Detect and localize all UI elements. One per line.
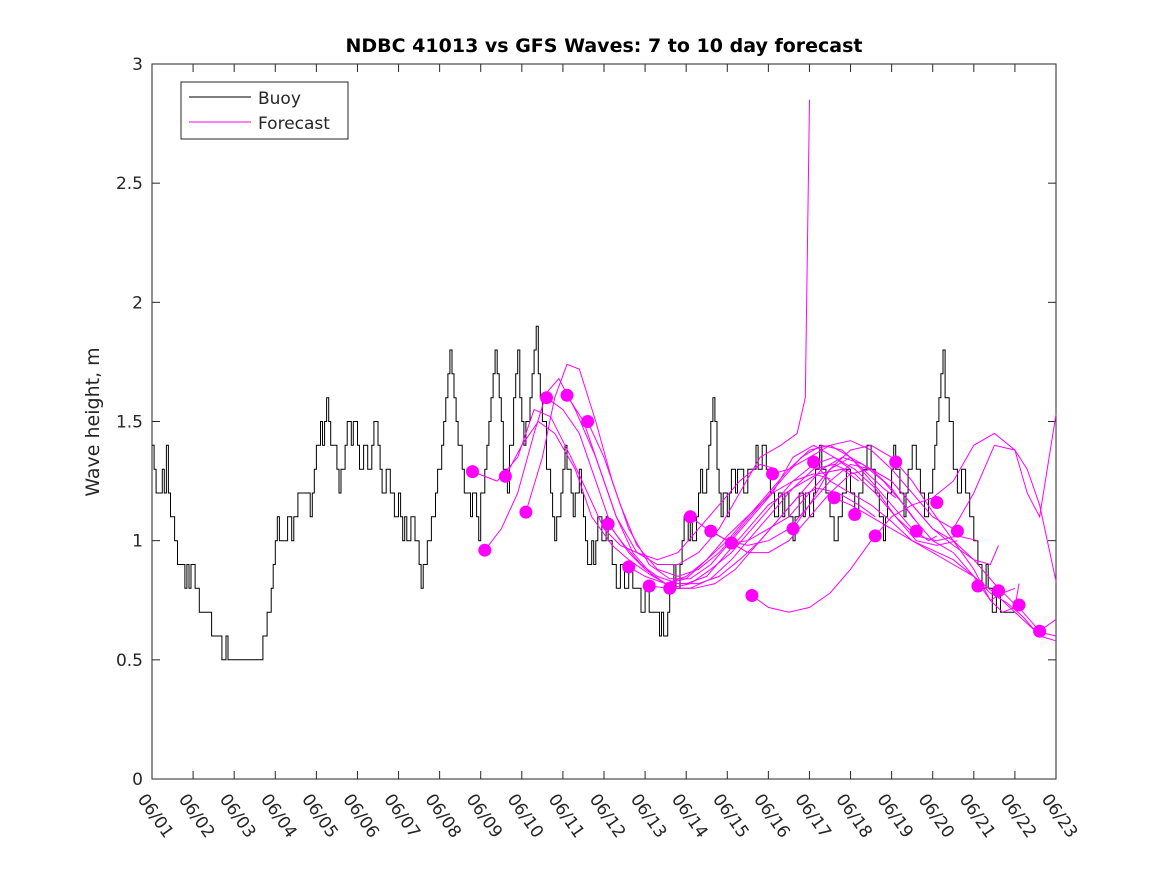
forecast-marker <box>766 467 779 481</box>
forecast-track-line <box>525 363 851 580</box>
forecast-marker <box>498 469 512 483</box>
legend-forecast-label: Forecast <box>258 114 330 134</box>
y-tick-label: 0 <box>132 770 143 790</box>
forecast-marker <box>724 536 738 550</box>
forecast-track-line <box>813 461 1057 642</box>
forecast-marker <box>827 491 841 505</box>
forecast-track-line <box>669 463 979 589</box>
forecast-marker <box>745 589 759 602</box>
forecast-marker <box>807 455 821 469</box>
y-axis-label: Wave height, m <box>82 347 104 496</box>
forecast-marker <box>540 391 553 405</box>
forecast-marker <box>909 524 923 538</box>
forecast-track-line <box>833 497 1057 637</box>
forecast-marker <box>560 388 574 402</box>
forecast-marker <box>704 524 718 538</box>
forecast-track-line <box>772 440 1057 582</box>
forecast-marker <box>868 529 882 543</box>
forecast-track-line <box>472 408 777 561</box>
legend-box <box>180 81 349 140</box>
forecast-marker <box>1012 598 1026 612</box>
forecast-marker <box>519 505 533 519</box>
forecast-marker <box>478 543 492 557</box>
forecast-marker <box>466 465 479 479</box>
forecast-marker <box>848 508 862 521</box>
forecast-track-line <box>484 99 810 565</box>
forecast-marker <box>992 584 1005 598</box>
forecast-marker <box>581 415 595 428</box>
forecast-marker <box>601 517 615 531</box>
forecast-marker <box>971 579 985 593</box>
y-tick-label: 0.5 <box>116 651 143 671</box>
legend: Buoy Forecast <box>180 81 349 140</box>
y-tick-label: 3 <box>132 55 143 75</box>
forecast-marker <box>622 560 636 574</box>
forecast-marker <box>930 496 944 509</box>
chart-title: NDBC 41013 vs GFS Waves: 7 to 10 day for… <box>345 35 862 57</box>
forecast-marker <box>642 579 656 593</box>
y-tick-label: 2 <box>132 293 143 313</box>
forecast-marker <box>889 455 903 469</box>
forecast-track-line <box>649 456 958 589</box>
legend-buoy-label: Buoy <box>258 89 301 109</box>
forecast-marker <box>663 581 677 595</box>
y-tick-label: 1 <box>132 532 143 552</box>
forecast-track-line <box>566 395 876 589</box>
forecast-marker <box>950 524 964 538</box>
y-tick-label: 1.5 <box>116 413 143 433</box>
y-tick-label: 2.5 <box>116 174 143 194</box>
forecast-marker <box>1033 624 1047 638</box>
forecast-marker <box>683 510 697 524</box>
forecast-marker <box>786 522 800 536</box>
